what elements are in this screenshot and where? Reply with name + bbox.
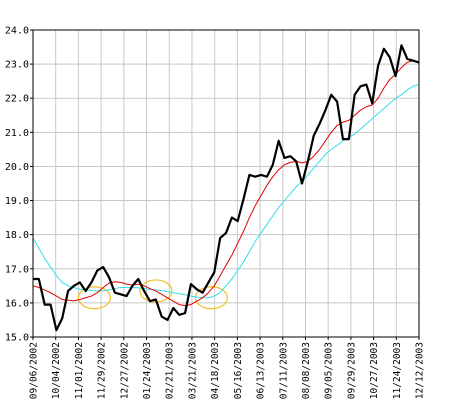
y-tick-label: 17.0 [5,264,29,275]
x-tick-label: 05/16/2003 [233,342,244,399]
x-tick-label: 11/29/2002 [97,342,108,399]
highlight-ellipse [194,286,228,310]
y-tick-label: 16.0 [5,298,29,309]
x-tick-label: 02/21/2003 [165,342,176,399]
x-tick-label: 07/11/2003 [278,342,289,399]
y-tick-label: 20.0 [5,162,29,173]
highlight-ellipse [77,286,112,310]
x-tick-label: 12/27/2002 [119,342,130,399]
y-tick-label: 22.0 [5,94,29,105]
x-tick-label: 10/04/2002 [51,342,62,399]
x-tick-label: 09/06/2002 [29,342,40,399]
y-axis-ticks: 15.0 16.0 17.0 18.0 19.0 20.0 21.0 22.0 23.0 24.0 [5,26,33,344]
x-tick-label: 11/24/2003 [392,342,403,399]
y-tick-label: 23.0 [5,60,29,71]
y-tick-label: 24.0 [5,26,29,37]
x-tick-label: 09/29/2003 [346,342,357,399]
x-tick-label: 04/18/2003 [210,342,221,399]
x-tick-label: 03/21/2003 [187,342,198,399]
y-tick-label: 21.0 [5,128,29,139]
series-line-ma-long [32,84,420,299]
x-tick-label: 11/01/2002 [74,342,85,399]
x-tick-label: 12/12/2003 [415,342,426,399]
series-line-price [33,44,420,332]
x-axis-ticks: 09/06/2002 10/04/2002 11/01/2002 11/29/2002… [29,337,426,399]
chart-grid [33,30,419,337]
chart-series [32,44,420,332]
series-line-ma-short [32,60,420,307]
y-tick-label: 18.0 [5,230,29,241]
x-tick-label: 09/05/2003 [324,342,335,399]
x-tick-label: 01/24/2003 [142,342,153,399]
x-tick-label: 08/08/2003 [301,342,312,399]
x-tick-label: 06/13/2003 [256,342,267,399]
y-tick-label: 15.0 [5,333,29,344]
plot-frame [32,29,420,338]
y-tick-label: 19.0 [5,196,29,207]
x-tick-label: 10/27/2003 [369,342,380,399]
